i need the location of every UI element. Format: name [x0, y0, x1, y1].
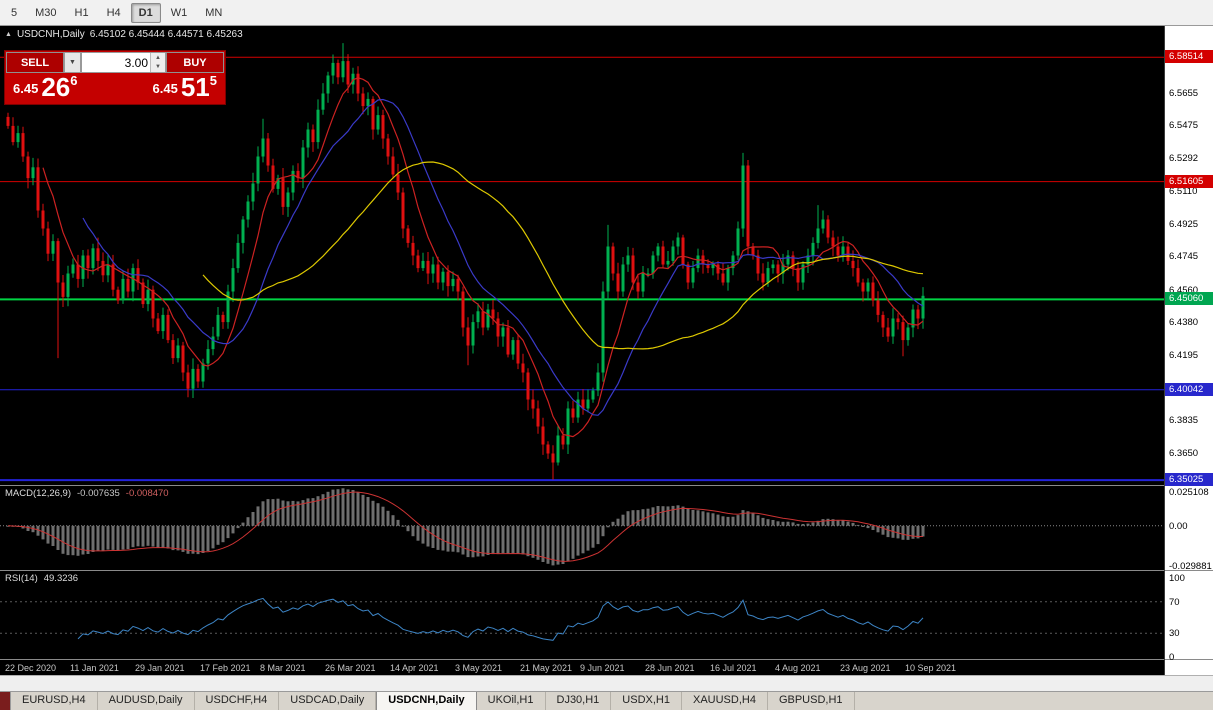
buy-price-base: 6.45: [152, 81, 178, 96]
timeframe-toolbar: 5 M30 H1 H4 D1 W1 MN: [0, 0, 1213, 26]
buy-price[interactable]: 6.45 51 5: [152, 72, 217, 102]
date-label: 29 Jan 2021: [135, 663, 185, 673]
date-label: 9 Jun 2021: [580, 663, 625, 673]
chart-tab-usdcad-daily[interactable]: USDCAD,Daily: [279, 692, 377, 710]
date-label: 3 May 2021: [455, 663, 503, 673]
rsi-value: 49.3236: [43, 573, 79, 584]
timeframe-button-w1[interactable]: W1: [170, 6, 188, 19]
chart-tab-usdcnh-daily[interactable]: USDCNH,Daily: [376, 692, 477, 710]
rsi-axis-tick: 100: [1169, 573, 1185, 584]
rsi-chart[interactable]: [0, 571, 1164, 659]
chart-tab-bar: EURUSD,H4 AUDUSD,Daily USDCHF,H4 USDCAD,Dai…: [0, 691, 1213, 710]
axis-separator: [1165, 570, 1213, 571]
price-tick: 6.4560: [1169, 285, 1199, 296]
sell-price-sup: 6: [70, 73, 78, 88]
macd-indicator-panel[interactable]: MACD(12,26,9) -0.007635 -0.008470: [0, 485, 1164, 570]
price-tick: 6.5292: [1169, 153, 1199, 164]
chart-tab-ukoil-h1[interactable]: UKOil,H1: [477, 692, 546, 710]
chart-tab-usdx-h1[interactable]: USDX,H1: [611, 692, 682, 710]
macd-main-value: -0.007635: [77, 488, 120, 499]
collapse-arrow-icon[interactable]: ▲: [5, 31, 12, 38]
macd-chart[interactable]: [0, 486, 1164, 570]
rsi-axis-tick: 30: [1169, 628, 1180, 639]
chart-tab-dj30-h1[interactable]: DJ30,H1: [546, 692, 612, 710]
chart-tabs: EURUSD,H4 AUDUSD,Daily USDCHF,H4 USDCAD,Dai…: [11, 692, 855, 710]
tab-strip-corner: [0, 692, 11, 710]
price-badge: 6.51605: [1165, 175, 1213, 188]
timeframe-button-h4[interactable]: H4: [106, 6, 121, 19]
sell-price-base: 6.45: [13, 81, 39, 96]
price-tick: 6.4195: [1169, 350, 1199, 361]
rsi-indicator-panel[interactable]: RSI(14) 49.3236: [0, 570, 1164, 659]
date-label: 16 Jul 2021: [710, 663, 757, 673]
time-axis[interactable]: 22 Dec 2020 11 Jan 2021 29 Jan 2021 17 Feb …: [0, 659, 1164, 675]
volume-box: ▲ ▼: [81, 52, 166, 73]
rsi-axis-tick: 0: [1169, 652, 1175, 663]
spinner-up-icon[interactable]: ▲: [151, 53, 165, 63]
date-label: 26 Mar 2021: [325, 663, 376, 673]
macd-label: MACD(12,26,9) -0.007635 -0.008470: [5, 488, 169, 499]
sell-price-big: 26: [41, 72, 71, 102]
date-label: 14 Apr 2021: [390, 663, 439, 673]
rsi-label: RSI(14) 49.3236: [5, 573, 78, 584]
price-tick: 6.5655: [1169, 88, 1199, 99]
date-label: 4 Aug 2021: [775, 663, 821, 673]
date-label: 21 May 2021: [520, 663, 573, 673]
timeframe-buttons: 5 M30 H1 H4 D1 W1 MN: [2, 2, 231, 23]
chart-tab-usdchf-h4[interactable]: USDCHF,H4: [195, 692, 280, 710]
chart-canvas[interactable]: ▲ USDCNH,Daily 6.45102 6.45444 6.44571 6…: [0, 26, 1164, 485]
date-label: 22 Dec 2020: [5, 663, 57, 673]
rsi-name: RSI(14): [5, 573, 38, 584]
chart-tab-eurusd-h4[interactable]: EURUSD,H4: [11, 692, 98, 710]
price-tick: 6.5475: [1169, 120, 1199, 131]
buy-button[interactable]: BUY: [166, 52, 224, 73]
macd-axis-tick: 0.025108: [1169, 487, 1209, 498]
price-badge: 6.35025: [1165, 473, 1213, 486]
timeframe-button-mn[interactable]: MN: [205, 6, 223, 19]
buy-price-sup: 5: [209, 73, 217, 88]
macd-axis-tick: -0.029881: [1169, 561, 1212, 572]
macd-axis-tick: 0.00: [1169, 521, 1188, 532]
date-label: 23 Aug 2021: [840, 663, 891, 673]
price-tick: 6.3650: [1169, 448, 1199, 459]
sell-button[interactable]: SELL: [6, 52, 64, 73]
price-tick: 6.4925: [1169, 219, 1199, 230]
timeframe-button-d1[interactable]: D1: [130, 2, 161, 23]
volume-dropdown-icon[interactable]: ▼: [64, 52, 81, 73]
axis-separator: [1165, 659, 1213, 660]
volume-spinner[interactable]: ▲ ▼: [150, 53, 165, 72]
volume-input[interactable]: [82, 53, 150, 72]
price-tick: 6.3835: [1169, 415, 1199, 426]
macd-signal-value: -0.008470: [125, 488, 169, 499]
price-badge: 6.40042: [1165, 383, 1213, 396]
candlestick-chart[interactable]: [0, 26, 1164, 485]
one-click-trade-panel: SELL ▼ ▲ ▼ BUY 6.45 26 6 6.45 51 5: [4, 50, 226, 105]
timeframe-button-m30[interactable]: M30: [35, 6, 57, 19]
timeframe-button-5[interactable]: 5: [11, 6, 18, 19]
rsi-axis-tick: 70: [1169, 597, 1180, 608]
price-axis[interactable]: 6.5655 6.5475 6.5292 6.5110 6.4925 6.4745 6.45…: [1164, 26, 1213, 675]
chart-symbol-label: USDCNH,Daily: [16, 29, 85, 40]
price-badge: 6.58514: [1165, 50, 1213, 63]
chart-tab-gbpusd-h1[interactable]: GBPUSD,H1: [768, 692, 855, 710]
timeframe-button-h1[interactable]: H1: [74, 6, 89, 19]
spinner-down-icon[interactable]: ▼: [151, 62, 165, 72]
date-label: 8 Mar 2021: [260, 663, 306, 673]
date-label: 10 Sep 2021: [905, 663, 957, 673]
chart-tab-xauusd-h4[interactable]: XAUUSD,H4: [682, 692, 768, 710]
chart-ohlc-values: 6.45102 6.45444 6.44571 6.45263: [89, 29, 243, 40]
chart-tab-audusd-daily[interactable]: AUDUSD,Daily: [98, 692, 195, 710]
sell-price[interactable]: 6.45 26 6: [13, 72, 78, 102]
macd-name: MACD(12,26,9): [5, 488, 71, 499]
date-label: 28 Jun 2021: [645, 663, 695, 673]
price-tick: 6.5110: [1169, 186, 1198, 197]
buy-price-big: 51: [180, 72, 210, 102]
date-label: 17 Feb 2021: [200, 663, 251, 673]
chart-title: ▲ USDCNH,Daily 6.45102 6.45444 6.44571 6…: [5, 29, 243, 40]
date-label: 11 Jan 2021: [70, 663, 119, 673]
price-badge: 6.45060: [1165, 292, 1213, 305]
price-tick: 6.4380: [1169, 317, 1199, 328]
bottom-strip: [0, 675, 1213, 691]
price-tick: 6.4745: [1169, 251, 1199, 262]
